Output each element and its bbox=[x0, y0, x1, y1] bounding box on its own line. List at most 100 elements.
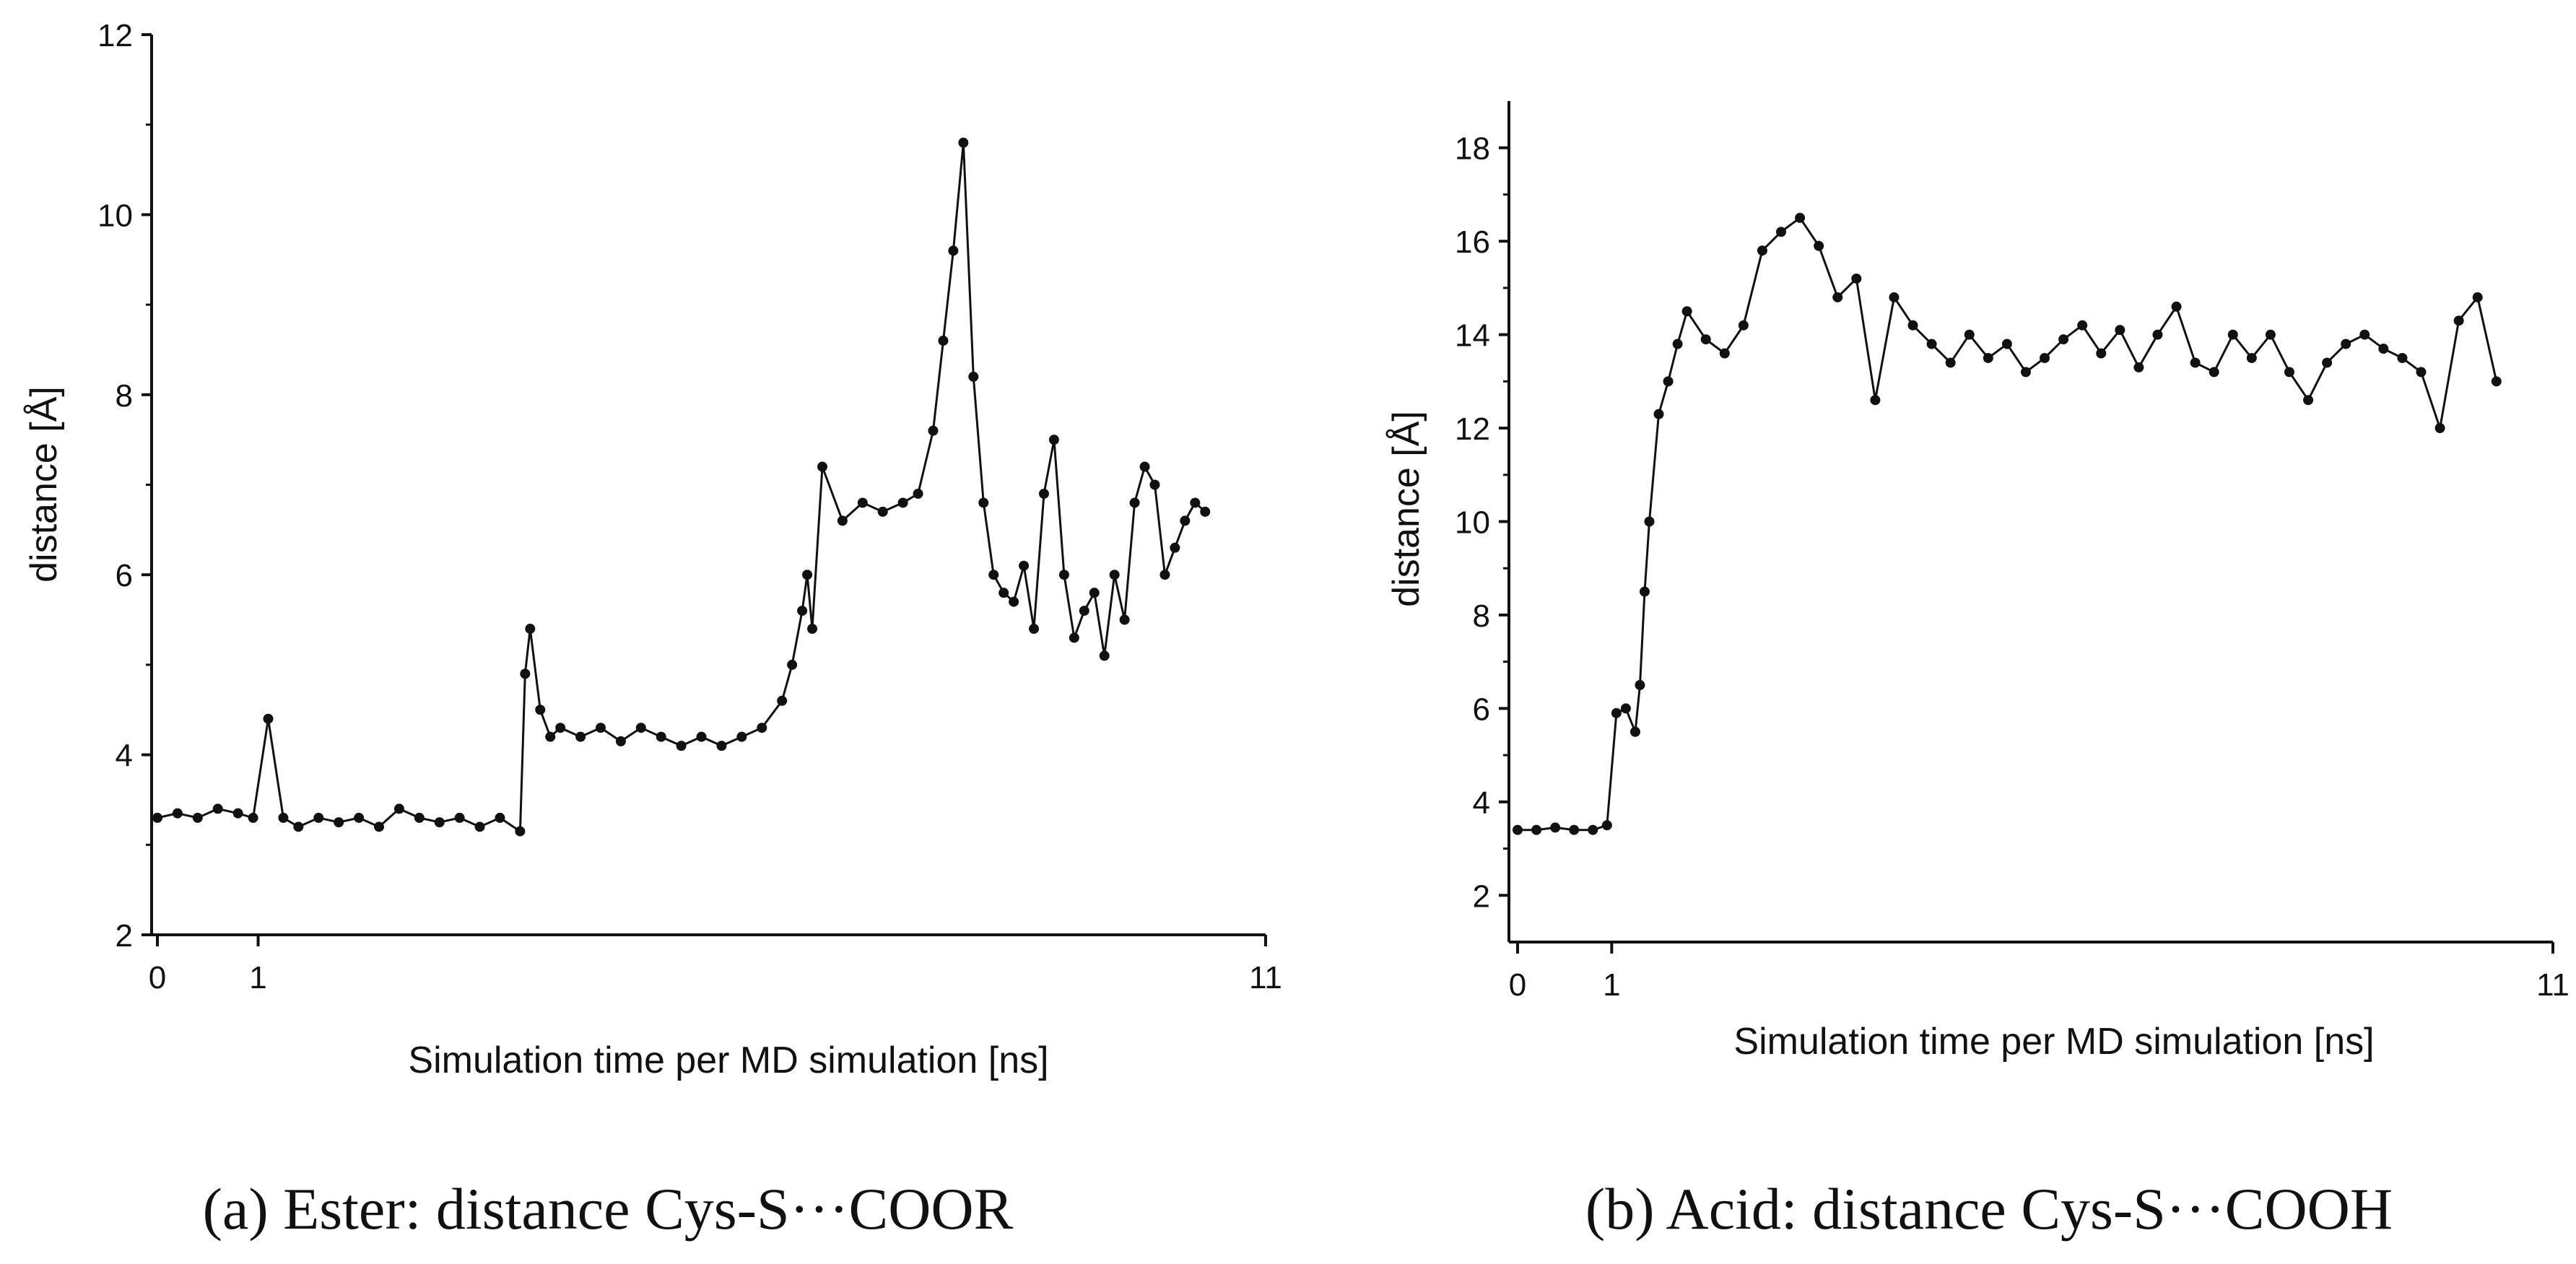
y-tick-label: 8 bbox=[116, 378, 133, 414]
data-point bbox=[1009, 596, 1019, 607]
data-point bbox=[1039, 488, 1049, 499]
data-point bbox=[615, 736, 626, 746]
panel-a-axes bbox=[150, 35, 1266, 936]
panel-b-axes bbox=[1507, 101, 2553, 943]
y-tick-label: 4 bbox=[116, 738, 133, 774]
y-tick-label: 6 bbox=[116, 558, 133, 593]
data-point bbox=[192, 812, 203, 823]
data-point bbox=[2040, 352, 2050, 363]
data-point bbox=[807, 624, 818, 635]
panel-a-caption: (a) Ester: distance Cys-S···COOR bbox=[203, 1176, 1014, 1242]
data-point bbox=[495, 812, 505, 823]
data-point bbox=[2020, 367, 2031, 378]
data-point bbox=[1757, 245, 1767, 256]
data-point bbox=[1926, 339, 1937, 349]
data-point bbox=[2472, 292, 2483, 302]
data-point bbox=[1200, 506, 1211, 517]
series-line bbox=[1518, 216, 2498, 832]
data-point bbox=[1129, 497, 1140, 508]
data-point bbox=[988, 570, 999, 580]
panel-b-x-ticks: 0 1 11 bbox=[1509, 942, 2570, 1003]
data-point bbox=[2058, 334, 2069, 345]
y-tick-label: 14 bbox=[1455, 318, 1490, 354]
data-point bbox=[2133, 362, 2144, 372]
data-point bbox=[1795, 212, 1806, 223]
data-point bbox=[1635, 680, 1645, 691]
data-point bbox=[1079, 606, 1089, 616]
data-point bbox=[278, 812, 289, 823]
data-point bbox=[474, 821, 485, 832]
data-point bbox=[1550, 822, 1561, 833]
data-point bbox=[454, 812, 465, 823]
data-point bbox=[2322, 357, 2333, 368]
data-point bbox=[1945, 357, 1956, 368]
data-point bbox=[2265, 329, 2276, 340]
data-point bbox=[1964, 329, 1975, 340]
data-point bbox=[656, 731, 666, 742]
data-point bbox=[2397, 352, 2408, 363]
data-point bbox=[635, 723, 646, 733]
data-point bbox=[293, 821, 304, 832]
data-point bbox=[232, 808, 243, 819]
data-point bbox=[1089, 588, 1100, 598]
data-point bbox=[877, 506, 888, 517]
data-point bbox=[1672, 339, 1683, 349]
data-point bbox=[938, 335, 949, 346]
y-tick-label: 4 bbox=[1473, 785, 1490, 821]
data-point bbox=[968, 371, 979, 382]
y-tick-label: 10 bbox=[97, 198, 133, 233]
data-point bbox=[334, 817, 344, 828]
data-point bbox=[575, 731, 586, 742]
data-point bbox=[2171, 301, 2182, 312]
data-point bbox=[2341, 339, 2351, 349]
y-tick-label: 10 bbox=[1455, 505, 1490, 541]
data-point bbox=[374, 821, 384, 832]
data-point bbox=[2284, 367, 2294, 378]
data-point bbox=[1907, 320, 1918, 331]
panel-b-xlabel: Simulation time per MD simulation [ns] bbox=[1733, 1021, 2374, 1063]
data-point bbox=[1159, 570, 1170, 580]
data-point bbox=[757, 723, 767, 733]
data-point bbox=[2303, 395, 2314, 406]
data-point bbox=[802, 570, 813, 580]
data-point bbox=[393, 803, 404, 814]
data-point bbox=[2453, 315, 2464, 326]
x-tick-label: 1 bbox=[249, 960, 266, 995]
data-point bbox=[172, 808, 183, 819]
data-point bbox=[1531, 824, 1542, 835]
data-point bbox=[1639, 586, 1650, 597]
data-point bbox=[1663, 376, 1674, 387]
y-tick-label: 16 bbox=[1455, 225, 1490, 260]
data-point bbox=[2001, 339, 2012, 349]
data-point bbox=[1569, 824, 1580, 835]
x-tick-label: 0 bbox=[1509, 967, 1526, 1003]
data-point bbox=[2246, 352, 2257, 363]
data-point bbox=[787, 659, 798, 670]
data-point bbox=[1681, 306, 1692, 317]
data-point bbox=[2152, 329, 2163, 340]
data-point bbox=[928, 425, 939, 436]
panel-b-series bbox=[1513, 212, 2502, 835]
x-tick-label: 1 bbox=[1603, 967, 1620, 1003]
data-point bbox=[1719, 348, 1730, 359]
data-point bbox=[857, 497, 868, 508]
data-point bbox=[1983, 352, 1993, 363]
panel-a-y-ticks: 2 4 6 8 10 12 bbox=[97, 18, 152, 954]
y-tick-label: 2 bbox=[116, 918, 133, 954]
data-point bbox=[897, 497, 908, 508]
data-point bbox=[1620, 703, 1631, 714]
data-point bbox=[152, 812, 162, 823]
data-point bbox=[1109, 570, 1120, 580]
data-point bbox=[1588, 824, 1598, 835]
data-point bbox=[545, 731, 556, 742]
y-tick-label: 18 bbox=[1455, 131, 1490, 167]
data-point bbox=[520, 668, 531, 679]
data-point bbox=[2096, 348, 2107, 359]
data-point bbox=[525, 624, 536, 635]
data-point bbox=[212, 803, 223, 814]
data-point bbox=[2378, 344, 2389, 354]
data-point bbox=[716, 741, 727, 751]
data-point bbox=[434, 817, 445, 828]
